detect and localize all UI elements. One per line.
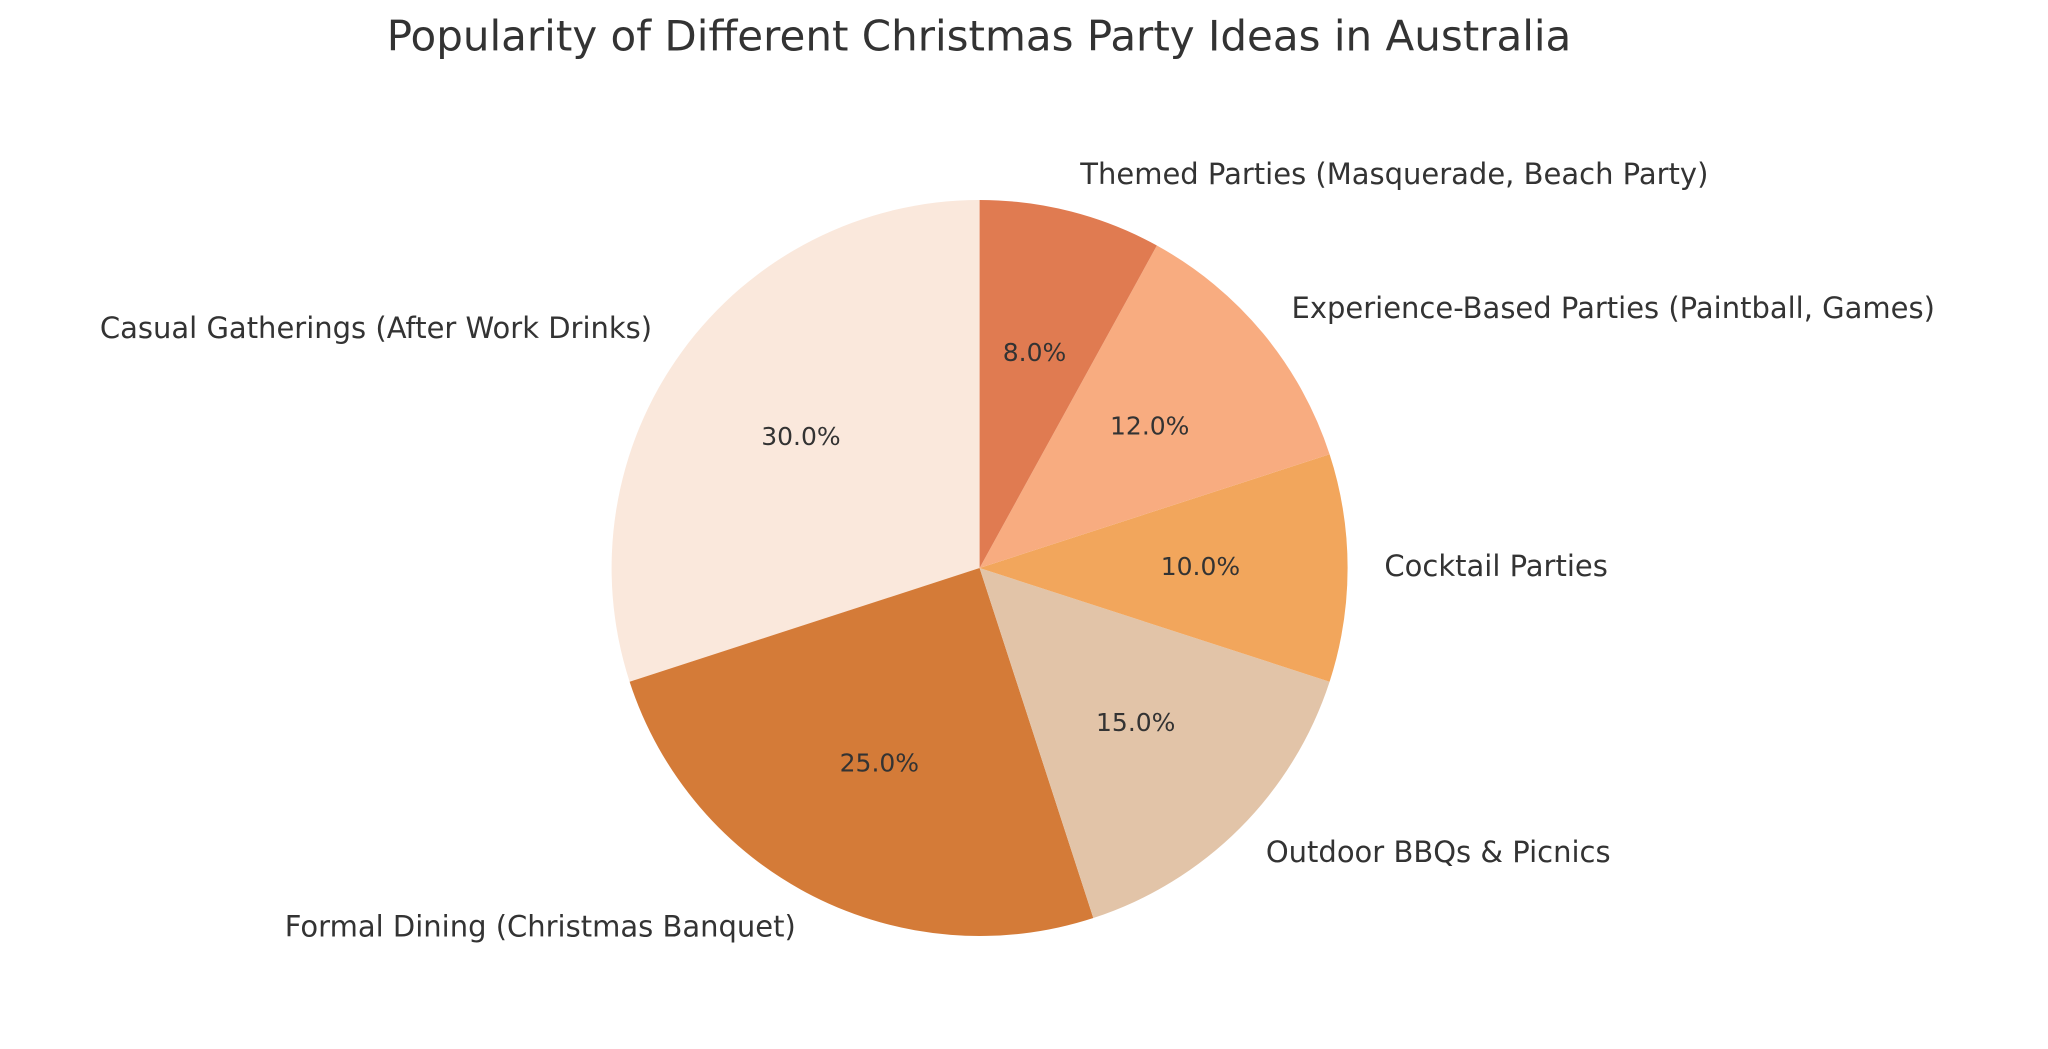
pie-slice <box>629 568 1094 936</box>
percent-label: 30.0% <box>761 422 840 451</box>
category-label: Cocktail Parties <box>1384 549 1607 583</box>
category-label: Experience-Based Parties (Paintball, Gam… <box>1292 291 1935 325</box>
percent-label: 15.0% <box>1096 708 1175 737</box>
percent-label: 8.0% <box>1003 338 1067 367</box>
pie-slice <box>979 200 1157 568</box>
pie-slice <box>979 454 1348 682</box>
category-label: Themed Parties (Masquerade, Beach Party) <box>1079 157 1708 191</box>
percent-label: 25.0% <box>840 749 919 778</box>
chart-title: Popularity of Different Christmas Party … <box>387 12 1572 61</box>
percent-label: 10.0% <box>1161 552 1240 581</box>
category-label: Outdoor BBQs & Picnics <box>1266 835 1611 869</box>
category-label: Casual Gatherings (After Work Drinks) <box>100 311 652 345</box>
category-label: Formal Dining (Christmas Banquet) <box>285 910 796 944</box>
pie-slice <box>979 245 1330 568</box>
pie-slice <box>611 200 980 682</box>
pie-slice <box>979 568 1330 918</box>
percent-label: 12.0% <box>1110 411 1189 440</box>
